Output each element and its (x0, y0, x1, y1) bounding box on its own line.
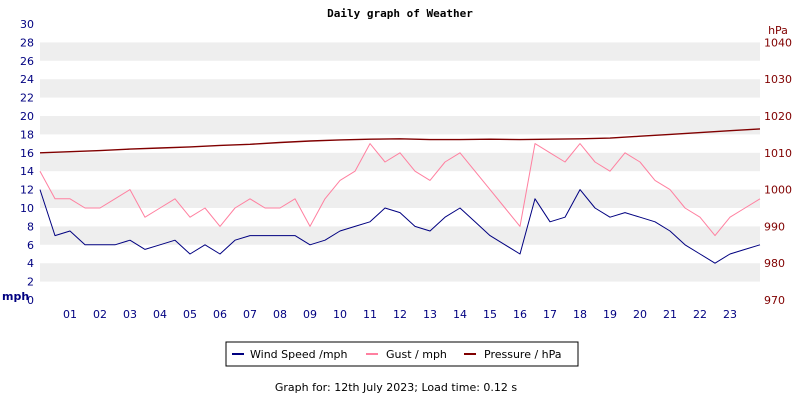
x-tick-label: 10 (333, 308, 347, 321)
x-tick-label: 05 (183, 308, 197, 321)
x-tick-label: 22 (693, 308, 707, 321)
y-left-tick-label: 0 (27, 294, 34, 307)
y-right-tick-label: 1010 (764, 147, 792, 160)
legend-label: Gust / mph (386, 348, 447, 361)
y-left-tick-label: 10 (20, 202, 34, 215)
y-right-tick-label: 1000 (764, 184, 792, 197)
left-axis-unit: mph (2, 290, 29, 303)
legend-label: Pressure / hPa (484, 348, 562, 361)
y-right-tick-label: 990 (764, 220, 785, 233)
grid-band (40, 42, 760, 61)
x-tick-label: 09 (303, 308, 317, 321)
right-axis-unit: hPa (768, 24, 788, 37)
x-tick-label: 15 (483, 308, 497, 321)
chart-legend: Wind Speed /mph Gust / mph Pressure / hPa (225, 341, 579, 367)
x-tick-label: 07 (243, 308, 257, 321)
x-tick-label: 17 (543, 308, 557, 321)
x-tick-label: 02 (93, 308, 107, 321)
x-tick-label: 12 (393, 308, 407, 321)
y-right-tick-label: 1040 (764, 36, 792, 49)
x-tick-label: 18 (573, 308, 587, 321)
grid-bands (40, 42, 760, 282)
grid-band (40, 226, 760, 245)
series-layer (39, 128, 761, 264)
grid-band (40, 116, 760, 135)
x-tick-label: 06 (213, 308, 227, 321)
x-tick-label: 16 (513, 308, 527, 321)
y-right-tick-label: 1020 (764, 110, 792, 123)
y-left-tick-label: 16 (20, 147, 34, 160)
x-tick-label: 20 (633, 308, 647, 321)
x-tick-label: 21 (663, 308, 677, 321)
x-tick-label: 04 (153, 308, 167, 321)
y-left-tick-label: 18 (20, 128, 34, 141)
y-right-tick-label: 970 (764, 294, 785, 307)
y-right-tick-label: 1030 (764, 73, 792, 86)
x-tick-label: 14 (453, 308, 467, 321)
x-tick-label: 23 (723, 308, 737, 321)
series-line-wind-speed (39, 189, 761, 264)
y-left-tick-label: 26 (20, 55, 34, 68)
y-left-tick-label: 2 (27, 276, 34, 289)
y-left-tick-label: 14 (20, 165, 34, 178)
x-tick-label: 08 (273, 308, 287, 321)
y-left-tick-label: 12 (20, 184, 34, 197)
y-left-tick-label: 4 (27, 257, 34, 270)
footer-text: Graph for: 12th July 2023; Load time: 0.… (275, 381, 518, 394)
legend-box (225, 341, 579, 367)
y-left-tick-label: 8 (27, 220, 34, 233)
grid-band (40, 152, 760, 172)
series-line-gust (39, 143, 761, 237)
y-left-tick-label: 6 (27, 239, 34, 252)
x-tick-label: 03 (123, 308, 137, 321)
y-left-tick-label: 28 (20, 36, 34, 49)
legend-label: Wind Speed /mph (250, 348, 348, 361)
y-left-tick-label: 22 (20, 92, 34, 105)
x-tick-label: 11 (363, 308, 377, 321)
y-left-tick-label: 30 (20, 18, 34, 31)
x-tick-label: 19 (603, 308, 617, 321)
right-axis-ticks: 970 980 990 1000 1010 1020 1030 1040 (764, 36, 792, 307)
y-left-tick-label: 20 (20, 110, 34, 123)
grid-band (40, 79, 760, 98)
grid-band (40, 189, 760, 208)
series-line-pressure (39, 128, 761, 154)
x-tick-label: 13 (423, 308, 437, 321)
x-axis-ticks: 01 02 03 04 05 06 07 08 09 10 11 12 13 14 15 16 17 18 19 20… (63, 308, 737, 321)
grid-band (40, 263, 760, 282)
y-left-tick-label: 24 (20, 73, 34, 86)
chart-title: Daily graph of Weather (327, 7, 473, 20)
y-right-tick-label: 980 (764, 257, 785, 270)
x-tick-label: 01 (63, 308, 77, 321)
